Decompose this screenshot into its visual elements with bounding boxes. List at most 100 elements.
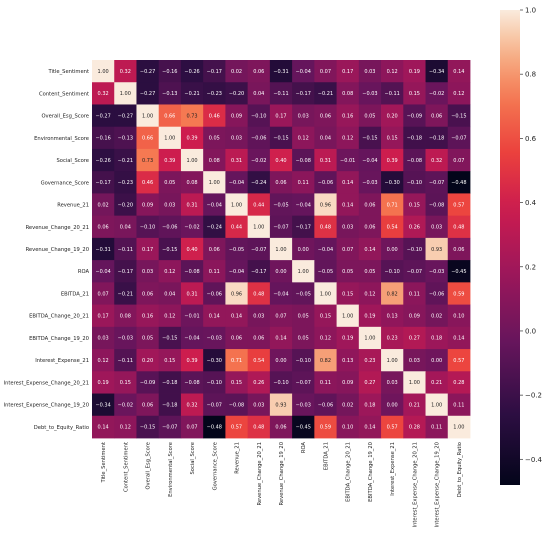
heatmap-cell	[92, 193, 115, 217]
cell-value-label: 0.03	[342, 225, 353, 231]
heatmap-cell	[203, 215, 226, 239]
heatmap-cell	[158, 215, 182, 239]
cell-value-label: −0.31	[273, 69, 288, 75]
heatmap-cell	[381, 148, 404, 172]
heatmap-cell	[425, 415, 449, 439]
heatmap-cell	[114, 215, 137, 239]
heatmap-cell	[358, 371, 382, 394]
heatmap-cell	[114, 237, 137, 261]
cell-value-label: −0.10	[251, 113, 266, 119]
cell-value-label: −0.21	[318, 91, 333, 97]
heatmap-cell	[314, 193, 337, 217]
cell-value-label: 0.71	[387, 202, 398, 208]
heatmap-cell	[247, 304, 271, 328]
column-label: EBITDA_21	[323, 442, 329, 470]
heatmap-cell	[92, 60, 115, 83]
heatmap-cell	[180, 260, 204, 283]
heatmap-cell	[203, 393, 226, 417]
heatmap-cell	[425, 349, 449, 372]
cell-value-label: 0.15	[164, 358, 175, 364]
row-label: Revenue_Change_19_20	[26, 247, 89, 253]
heatmap-cell	[292, 215, 315, 239]
cell-value-label: 0.02	[342, 402, 353, 408]
column-label: EBITDA_Change_20_21	[346, 442, 352, 502]
heatmap-cell	[180, 415, 204, 439]
heatmap-cell	[203, 60, 226, 83]
heatmap-cell	[292, 326, 315, 350]
cell-value-label: 0.06	[98, 225, 109, 231]
cell-value-label: 1.00	[409, 380, 420, 386]
heatmap-cell	[225, 104, 249, 128]
cell-value-label: 0.02	[431, 314, 442, 320]
cell-value-label: 0.06	[142, 402, 153, 408]
heatmap-cell	[114, 171, 137, 194]
colorbar-tick-label: 0.2	[525, 263, 536, 271]
heatmap-cell	[180, 304, 204, 328]
cell-value-label: −0.13	[118, 136, 133, 142]
cell-value-label: −0.15	[140, 425, 155, 431]
heatmap-cell	[425, 371, 449, 394]
cell-value-label: 0.03	[387, 380, 398, 386]
heatmap-cell	[203, 326, 226, 350]
cell-value-label: 0.10	[342, 425, 353, 431]
cell-value-label: 0.00	[387, 402, 398, 408]
row-label: Governance_Score	[41, 180, 89, 186]
column-label: Content_Sentiment	[123, 442, 129, 492]
cell-value-label: 0.14	[453, 69, 464, 75]
cell-value-label: 1.00	[320, 291, 331, 297]
heatmap-cell	[247, 237, 271, 261]
cell-value-label: −0.05	[229, 247, 244, 253]
cell-value-label: 0.06	[364, 225, 375, 231]
cell-value-label: 0.39	[164, 158, 175, 164]
cell-value-label: 0.26	[253, 380, 264, 386]
row-label: Title_Sentiment	[47, 69, 89, 75]
heatmap-cell	[358, 393, 382, 417]
cell-value-label: −0.10	[140, 225, 155, 231]
cell-value-label: 0.05	[209, 136, 220, 142]
heatmap-cell	[114, 260, 137, 283]
heatmap-cell	[336, 171, 360, 194]
heatmap-cell	[336, 282, 360, 305]
cell-value-label: 0.14	[98, 425, 109, 431]
cell-value-label: 0.06	[209, 247, 220, 253]
cell-value-label: −0.05	[296, 291, 311, 297]
heatmap-cell	[158, 126, 182, 150]
heatmap-cell	[158, 282, 182, 305]
heatmap-cell	[203, 349, 226, 372]
cell-value-label: 0.93	[431, 247, 442, 253]
heatmap-cell	[425, 126, 449, 150]
cell-value-label: 1.00	[298, 269, 309, 275]
cell-value-label: 0.08	[186, 180, 197, 186]
heatmap-cell	[447, 193, 471, 217]
heatmap-cell	[114, 82, 137, 105]
heatmap-cell	[136, 82, 160, 105]
cell-value-label: 0.12	[120, 425, 131, 431]
heatmap-cell	[358, 326, 382, 350]
cell-value-label: 0.09	[231, 113, 242, 119]
cell-value-label: 0.32	[431, 158, 442, 164]
heatmap-cell	[203, 237, 226, 261]
heatmap-cell	[269, 237, 293, 261]
heatmap-cell	[336, 215, 360, 239]
row-label: Interest_Expense_21	[35, 358, 89, 364]
heatmap-cell	[314, 415, 337, 439]
cell-value-label: 0.21	[409, 402, 420, 408]
cell-value-label: 0.32	[98, 91, 109, 97]
cell-value-label: 0.15	[231, 380, 242, 386]
cell-value-label: −0.09	[407, 113, 422, 119]
heatmap-cell	[269, 282, 293, 305]
heatmap-cell	[180, 171, 204, 194]
heatmap-cell	[425, 171, 449, 194]
heatmap-cell	[180, 82, 204, 105]
cell-value-label: −0.06	[318, 402, 333, 408]
heatmap-cell	[381, 171, 404, 194]
cell-value-label: 0.03	[98, 336, 109, 342]
cell-value-label: 0.82	[387, 291, 398, 297]
cell-value-label: 0.15	[342, 291, 353, 297]
heatmap-cell	[158, 393, 182, 417]
heatmap-cell	[92, 326, 115, 350]
cell-value-label: 0.12	[453, 91, 464, 97]
cell-value-label: 0.02	[98, 202, 109, 208]
heatmap-cell	[136, 260, 160, 283]
cell-value-label: −0.45	[451, 269, 466, 275]
